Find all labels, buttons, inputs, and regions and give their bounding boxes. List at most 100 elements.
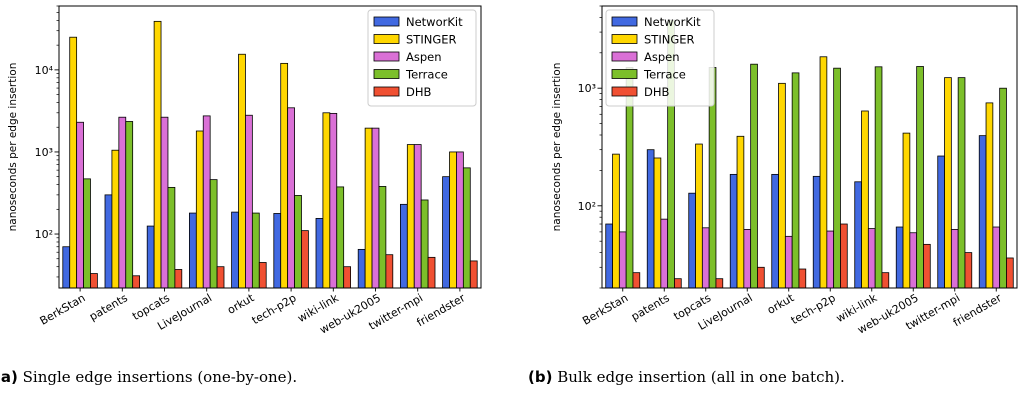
bar-terrace-friendster bbox=[462, 167, 471, 289]
y-axis-label: nanoseconds per edge insertion bbox=[7, 63, 19, 232]
bar-terrace-tech-p2p bbox=[833, 67, 841, 289]
bar-dhb-wiki-link bbox=[343, 266, 351, 289]
bar-dhb-wiki-link bbox=[881, 272, 890, 289]
bar-terrace-web-uk2005 bbox=[378, 186, 387, 289]
bar-networkit-friendster bbox=[442, 176, 450, 289]
legend-label-aspen: Aspen bbox=[644, 50, 680, 64]
legend-swatch-stinger bbox=[611, 34, 638, 44]
caption-a-text: Single edge insertions (one-by-one). bbox=[22, 368, 298, 386]
bar-aspen-orkut bbox=[784, 235, 793, 289]
x-tick-label: patents bbox=[629, 291, 672, 323]
bar-networkit-berkstan bbox=[62, 246, 71, 289]
bar-dhb-twitter-mpi bbox=[427, 256, 436, 289]
bar-dhb-orkut bbox=[798, 268, 807, 289]
bar-dhb-tech-p2p bbox=[840, 223, 848, 289]
bar-stinger-berkstan bbox=[69, 36, 78, 289]
bar-stinger-orkut bbox=[238, 53, 246, 289]
bar-networkit-patents bbox=[104, 194, 113, 289]
bar-networkit-web-uk2005 bbox=[895, 226, 904, 289]
bar-networkit-twitter-mpi bbox=[399, 203, 408, 289]
bar-aspen-friendster bbox=[992, 226, 1001, 289]
bar-dhb-berkstan bbox=[632, 272, 641, 289]
bar-networkit-livejournal bbox=[729, 173, 738, 289]
x-tick-label: tech-p2p bbox=[789, 291, 838, 327]
bar-aspen-tech-p2p bbox=[287, 107, 295, 289]
bar-aspen-twitter-mpi bbox=[950, 228, 959, 289]
bar-aspen-tech-p2p bbox=[826, 230, 835, 289]
legend-swatch-aspen bbox=[611, 51, 638, 62]
bar-stinger-twitter-mpi bbox=[406, 144, 415, 289]
bar-stinger-tech-p2p bbox=[819, 56, 828, 289]
caption-a: (a) Single edge insertions (one-by-one). bbox=[0, 368, 297, 386]
legend-label-stinger: STINGER bbox=[406, 33, 457, 47]
bar-networkit-berkstan bbox=[605, 223, 613, 289]
legend-swatch-terrace bbox=[611, 69, 638, 79]
bar-aspen-wiki-link bbox=[329, 112, 338, 289]
bar-stinger-tech-p2p bbox=[280, 62, 289, 289]
bar-networkit-topcats bbox=[688, 192, 696, 289]
bar-dhb-topcats bbox=[715, 278, 724, 289]
legend-label-aspen: Aspen bbox=[406, 50, 442, 64]
axes-frame bbox=[58, 5, 482, 289]
legend-swatch-terrace bbox=[373, 69, 400, 79]
legend-label-dhb: DHB bbox=[644, 85, 670, 99]
bar-stinger-wiki-link bbox=[861, 110, 869, 289]
bar-dhb-friendster bbox=[1006, 257, 1014, 289]
bar-networkit-wiki-link bbox=[854, 181, 862, 289]
bar-stinger-topcats bbox=[695, 143, 703, 289]
bar-terrace-patents bbox=[125, 121, 134, 289]
bar-networkit-orkut bbox=[771, 173, 779, 289]
bar-terrace-topcats bbox=[167, 186, 176, 289]
bar-stinger-patents bbox=[111, 149, 120, 289]
bar-stinger-wiki-link bbox=[322, 112, 331, 289]
bar-dhb-patents bbox=[132, 275, 140, 289]
caption-b-label: (b) bbox=[528, 368, 553, 386]
legend-label-stinger: STINGER bbox=[644, 33, 695, 47]
bar-stinger-friendster bbox=[449, 151, 457, 289]
bar-dhb-livejournal bbox=[757, 266, 765, 289]
x-tick-label: BerkStan bbox=[580, 291, 630, 327]
bar-terrace-web-uk2005 bbox=[916, 66, 924, 289]
bar-terrace-livejournal bbox=[750, 63, 758, 289]
bar-dhb-web-uk2005 bbox=[385, 254, 394, 289]
caption-a-label: (a) bbox=[0, 368, 18, 386]
legend-swatch-networkit bbox=[611, 16, 638, 27]
x-tick-label: orkut bbox=[225, 291, 257, 317]
bar-stinger-twitter-mpi bbox=[944, 77, 952, 289]
bar-networkit-wiki-link bbox=[315, 217, 324, 289]
bar-aspen-livejournal bbox=[202, 115, 211, 289]
bar-dhb-patents bbox=[674, 278, 682, 289]
bar-dhb-berkstan bbox=[90, 273, 98, 289]
caption-b: (b) Bulk edge insertion (all in one batc… bbox=[528, 368, 845, 386]
x-tick-label: patents bbox=[87, 291, 130, 323]
bar-aspen-twitter-mpi bbox=[413, 144, 422, 289]
bar-dhb-twitter-mpi bbox=[964, 252, 973, 289]
bar-networkit-tech-p2p bbox=[812, 175, 821, 289]
y-axis-label: nanoseconds per edge insertion bbox=[551, 63, 563, 232]
chart-b: 10² 10³ nanoseconds per edge insertion Berk… bbox=[551, 5, 1018, 337]
y-tick-label: 10² bbox=[35, 228, 53, 241]
chart-a: 10² 10³ 10⁴ nanoseconds per edge insertion B… bbox=[7, 5, 482, 337]
legend-swatch-networkit bbox=[373, 16, 400, 27]
bar-aspen-patents bbox=[660, 218, 669, 289]
y-tick-label: 10⁴ bbox=[35, 64, 54, 77]
caption-b-text: Bulk edge insertion (all in one batch). bbox=[557, 368, 845, 386]
legend-box bbox=[367, 9, 477, 107]
legend-label-networkit: NetworKit bbox=[406, 15, 463, 29]
bar-stinger-orkut bbox=[778, 82, 786, 289]
bar-dhb-tech-p2p bbox=[301, 230, 309, 289]
bar-aspen-topcats bbox=[701, 227, 710, 289]
bar-dhb-orkut bbox=[258, 262, 267, 289]
legend-label-dhb: DHB bbox=[406, 85, 432, 99]
bar-dhb-web-uk2005 bbox=[923, 243, 931, 289]
bar-terrace-twitter-mpi bbox=[420, 199, 429, 289]
y-tick-label: 10² bbox=[578, 200, 596, 213]
bar-aspen-web-uk2005 bbox=[909, 232, 918, 289]
bar-stinger-patents bbox=[653, 157, 662, 289]
bar-dhb-livejournal bbox=[216, 266, 225, 289]
bar-aspen-livejournal bbox=[743, 228, 752, 289]
bar-stinger-topcats bbox=[153, 20, 162, 289]
bar-aspen-wiki-link bbox=[867, 228, 876, 289]
x-tick-label: BerkStan bbox=[38, 291, 88, 327]
